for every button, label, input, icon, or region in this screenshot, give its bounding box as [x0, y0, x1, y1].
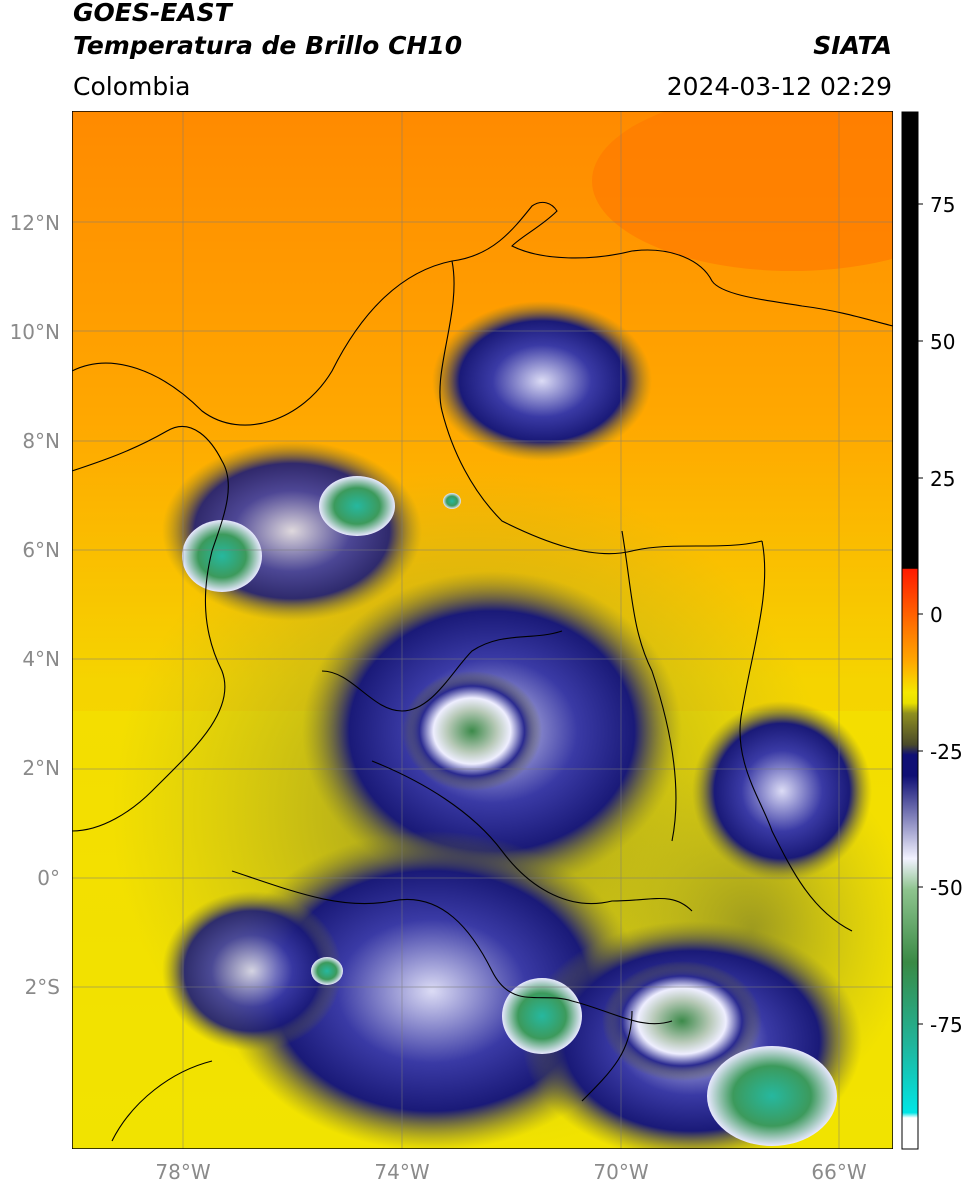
brightness-temperature-map [72, 111, 893, 1149]
lat-label-2n: 2°N [22, 756, 60, 780]
colorbar-tick-minus-50: -50 [930, 876, 963, 900]
political-boundaries [72, 201, 893, 1142]
brand-label: SIATA [813, 31, 892, 60]
lon-label-66w: 66°W [811, 1160, 867, 1184]
timestamp-label: 2024-03-12 02:29 [666, 72, 892, 101]
lat-label-equator: 0° [37, 866, 60, 890]
lat-label-6n: 6°N [22, 538, 60, 562]
colorbar-tick-minus-25: -25 [930, 740, 963, 764]
lat-label-4n: 4°N [22, 647, 60, 671]
colorbar-tick-minus-75: -75 [930, 1013, 963, 1037]
title-line-1: GOES-EAST [73, 0, 232, 27]
colorbar-tick-25: 25 [930, 467, 956, 491]
lat-label-2s: 2°S [24, 975, 60, 999]
colorbar-tick-50: 50 [930, 330, 956, 354]
lat-label-8n: 8°N [22, 429, 60, 453]
colorbar-tick-75: 75 [930, 193, 956, 217]
lon-label-70w: 70°W [593, 1160, 649, 1184]
lon-label-74w: 74°W [374, 1160, 430, 1184]
lon-label-78w: 78°W [155, 1160, 211, 1184]
lat-label-12n: 12°N [9, 211, 60, 235]
colorbar-tick-0: 0 [930, 603, 943, 627]
region-label: Colombia [73, 72, 191, 101]
title-line-2: Temperatura de Brillo CH10 [73, 31, 463, 60]
colorbar [901, 111, 923, 1150]
lat-label-10n: 10°N [9, 320, 60, 344]
